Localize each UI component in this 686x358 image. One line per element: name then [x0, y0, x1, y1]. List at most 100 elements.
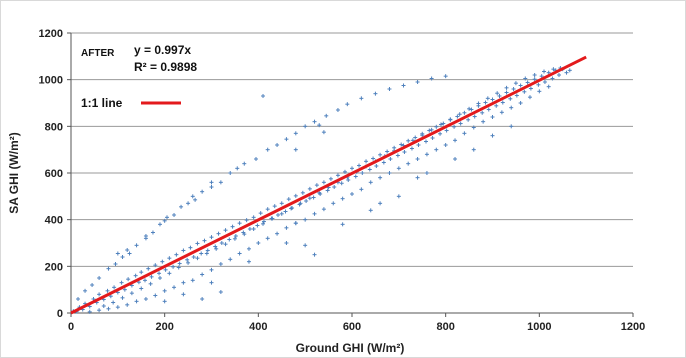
data-point	[190, 194, 195, 199]
data-point	[443, 74, 448, 79]
data-point	[227, 237, 232, 242]
data-point	[430, 136, 435, 140]
r-squared-label: R² = 0.9898	[134, 60, 197, 74]
data-point	[321, 180, 326, 185]
data-point	[455, 114, 460, 119]
data-point	[218, 290, 223, 294]
data-point	[298, 201, 303, 206]
data-point	[119, 280, 124, 285]
data-point	[462, 131, 467, 136]
data-point	[270, 216, 275, 221]
data-point	[304, 199, 309, 203]
data-point	[223, 228, 228, 233]
data-point	[146, 266, 151, 271]
data-point	[293, 131, 298, 136]
data-point	[191, 255, 196, 259]
data-point	[567, 68, 572, 73]
data-point	[265, 236, 270, 241]
data-point	[373, 91, 378, 96]
data-point	[275, 231, 280, 236]
data-point	[150, 230, 155, 235]
data-point	[483, 100, 488, 105]
data-point	[495, 91, 500, 96]
data-point	[126, 277, 131, 282]
data-point	[532, 73, 537, 77]
data-point	[218, 262, 223, 266]
data-point	[200, 297, 205, 301]
data-point	[185, 257, 190, 262]
data-point	[202, 238, 207, 243]
data-point	[160, 259, 165, 264]
data-point	[153, 293, 158, 298]
data-point	[523, 76, 528, 81]
data-point	[518, 83, 523, 88]
data-point	[279, 211, 284, 216]
y-tick-label-3: 600	[45, 168, 63, 180]
data-point	[120, 255, 125, 259]
data-point	[314, 183, 319, 188]
data-point	[406, 138, 411, 143]
data-point	[97, 292, 102, 297]
data-point	[228, 257, 233, 262]
data-point	[134, 299, 139, 304]
data-point	[199, 251, 204, 256]
data-point	[340, 196, 345, 201]
data-point	[223, 242, 228, 247]
data-point	[434, 147, 439, 152]
x-tick-label-4: 800	[436, 321, 454, 333]
data-point	[467, 106, 472, 111]
data-point	[345, 102, 350, 107]
data-point	[416, 143, 421, 147]
data-point	[275, 143, 280, 147]
data-point	[142, 278, 147, 283]
data-point	[528, 86, 533, 91]
data-point	[462, 110, 467, 115]
data-point	[415, 175, 420, 180]
data-point	[381, 160, 386, 165]
y-tick-label-2: 400	[45, 215, 63, 227]
data-point	[485, 96, 490, 101]
y-axis-title: SA GHI (W/m²)	[7, 132, 21, 214]
data-point	[514, 93, 519, 98]
data-point	[205, 248, 210, 253]
data-point	[490, 115, 495, 119]
data-points	[71, 66, 572, 314]
data-point	[213, 244, 218, 249]
tick-labels: 0 200 400 600 800 1000 1200 0 200 400 600 800 1000 12…	[39, 28, 646, 333]
data-point	[293, 193, 298, 198]
data-point	[233, 234, 238, 238]
data-point	[359, 96, 364, 101]
data-point	[500, 100, 505, 105]
data-point	[162, 288, 167, 293]
data-point	[497, 94, 502, 98]
data-point	[125, 302, 130, 307]
data-point	[415, 80, 420, 84]
data-point	[564, 70, 569, 75]
data-point	[350, 192, 354, 196]
data-point	[441, 121, 446, 126]
data-point	[157, 276, 162, 280]
data-point	[413, 135, 418, 140]
data-point	[453, 138, 458, 143]
data-point	[509, 124, 514, 129]
data-point	[399, 142, 404, 147]
data-point	[453, 157, 458, 161]
data-point	[385, 149, 390, 154]
data-point	[242, 161, 247, 166]
data-point	[265, 207, 270, 212]
data-point	[353, 174, 358, 179]
data-point	[162, 299, 167, 304]
data-point	[232, 236, 237, 241]
data-point	[420, 133, 425, 138]
data-point	[374, 164, 379, 168]
data-point	[143, 236, 148, 241]
data-point	[378, 175, 383, 180]
data-point	[272, 204, 277, 209]
axes	[67, 32, 634, 317]
data-point	[165, 215, 170, 220]
data-point	[261, 221, 266, 226]
data-point	[167, 271, 172, 276]
data-point	[378, 201, 383, 206]
data-point	[321, 130, 326, 135]
data-point	[190, 278, 195, 283]
